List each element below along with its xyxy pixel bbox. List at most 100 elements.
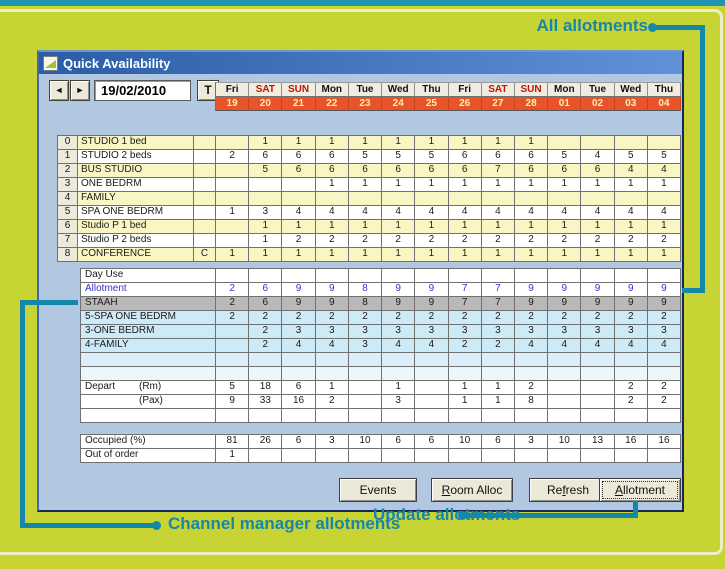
allotment-cell (481, 353, 515, 367)
room-index-cell: 0 (58, 136, 78, 150)
availability-cell (216, 220, 250, 234)
prev-day-button[interactable]: ◄ (49, 80, 69, 101)
allotment-cell: 2 (481, 339, 515, 353)
date-number-cell: 26 (448, 97, 482, 111)
allotment-cell (382, 353, 416, 367)
allotment-cell (481, 409, 515, 423)
allotment-cell: 2 (216, 283, 250, 297)
date-number-cell: 22 (315, 97, 349, 111)
day-name-cell: Wed (382, 83, 416, 97)
allotment-cell: 2 (647, 311, 682, 325)
availability-cell: 4 (415, 206, 449, 220)
date-column: Mon 22 (315, 83, 349, 111)
allotment-cell (581, 367, 615, 381)
room-flag-cell (194, 150, 216, 164)
allotment-row[interactable]: STAAH 2 6 9 9 8 9 9 7 7 9 9 9 9 9 (81, 297, 682, 311)
refresh-button[interactable]: Refresh (529, 478, 607, 502)
allotment-cell: 33 (249, 395, 283, 409)
allotment-row-label: 3-ONE BEDRM (81, 325, 216, 339)
room-flag-cell (194, 192, 216, 206)
availability-cell: 1 (282, 220, 316, 234)
availability-cell: 1 (448, 178, 482, 192)
allotment-cell: 3 (415, 325, 449, 339)
availability-cell (216, 136, 250, 150)
room-index-cell: 2 (58, 164, 78, 178)
allotment-cell (282, 269, 316, 283)
availability-cell: 2 (581, 234, 615, 248)
availability-cell: 1 (614, 220, 648, 234)
allotment-cell: 2 (548, 311, 582, 325)
room-name-cell: Studio P 1 bed (78, 220, 194, 234)
availability-cell: 6 (315, 150, 349, 164)
allotment-cell: 7 (448, 297, 482, 311)
allotment-cell (647, 269, 682, 283)
allotment-cell: 4 (514, 339, 549, 353)
allotment-cell: 9 (315, 283, 349, 297)
date-number-cell: 01 (548, 97, 582, 111)
room-name-cell: Studio P 2 beds (78, 234, 194, 248)
availability-cell: 5 (348, 150, 383, 164)
availability-cell: 1 (415, 136, 449, 150)
row-label-text: Allotment (85, 283, 127, 294)
availability-cell: 1 (315, 248, 349, 262)
availability-cell: 5 (415, 150, 449, 164)
availability-cell (216, 164, 250, 178)
availability-cell: 1 (348, 248, 383, 262)
row-label-text: STAAH (85, 297, 118, 308)
allotment-cell: 2 (481, 311, 515, 325)
availability-cell: 4 (514, 206, 549, 220)
allotment-cell: 3 (382, 325, 416, 339)
allotment-cell: 9 (382, 283, 416, 297)
allotment-button[interactable]: Allotment (599, 478, 681, 502)
day-name-cell: Tue (581, 83, 615, 97)
availability-cell: 1 (282, 248, 316, 262)
room-index-cell: 5 (58, 206, 78, 220)
availability-cell: 4 (581, 206, 615, 220)
room-index-cell: 4 (58, 192, 78, 206)
room-index-cell: 8 (58, 248, 78, 262)
allotment-row[interactable]: 5-SPA ONE BEDRM 2 2 2 2 2 2 2 2 2 2 2 2 2 2 (81, 311, 682, 325)
allotment-row-label (81, 409, 216, 423)
next-day-button[interactable]: ► (70, 80, 90, 101)
room-alloc-button[interactable]: Room Alloc (431, 478, 513, 502)
allotment-cell (514, 409, 549, 423)
availability-cell: 1 (448, 136, 482, 150)
annotation-channel-manager: Channel manager allotments (168, 514, 401, 533)
availability-cell: 5 (614, 150, 648, 164)
allotment-button-label: llotment (622, 483, 666, 497)
allotment-cell (348, 353, 383, 367)
events-button[interactable]: Events (339, 478, 417, 502)
date-column: SAT 20 (249, 83, 283, 111)
availability-cell: 1 (249, 234, 283, 248)
date-input[interactable] (94, 80, 191, 101)
allotment-row-label: (Pax) (81, 395, 216, 409)
availability-cell (614, 192, 648, 206)
summary-cell: 1 (216, 449, 250, 463)
allotment-row[interactable]: 3-ONE BEDRM 2 3 3 3 3 3 3 3 3 3 3 3 3 (81, 325, 682, 339)
allotment-cell: 9 (548, 297, 582, 311)
day-name-cell: Thu (647, 83, 682, 97)
allotment-cell (382, 409, 416, 423)
allotment-cell (614, 353, 648, 367)
room-availability-table: 0 STUDIO 1 bed 1 1 1 1 1 1 1 1 1 1 STUDIO 2 beds 2 6 6 6… (57, 135, 682, 262)
availability-cell: 5 (647, 150, 682, 164)
allotment-row[interactable]: 4-FAMILY 2 4 4 3 4 4 2 2 4 4 4 4 4 (81, 339, 682, 353)
availability-cell: 6 (448, 150, 482, 164)
allotment-cell (249, 409, 283, 423)
room-flag-cell (194, 234, 216, 248)
allotment-cell (382, 269, 416, 283)
availability-cell (216, 234, 250, 248)
allotment-cell: 9 (581, 297, 615, 311)
allotment-cell (315, 269, 349, 283)
date-column: Tue 23 (348, 83, 383, 111)
allotment-row[interactable]: Allotment 2 6 9 9 8 9 9 7 7 9 9 9 9 9 (81, 283, 682, 297)
day-name-cell: Thu (415, 83, 449, 97)
room-row: 8 CONFERENCE C 1 1 1 1 1 1 1 1 1 1 1 1 1 1 (58, 248, 682, 262)
allotment-cell (548, 409, 582, 423)
summary-cell (382, 449, 416, 463)
date-number-cell: 21 (282, 97, 316, 111)
availability-cell: 4 (614, 206, 648, 220)
availability-cell: 4 (315, 206, 349, 220)
allotment-cell: 3 (581, 325, 615, 339)
allotment-cell: 4 (415, 339, 449, 353)
